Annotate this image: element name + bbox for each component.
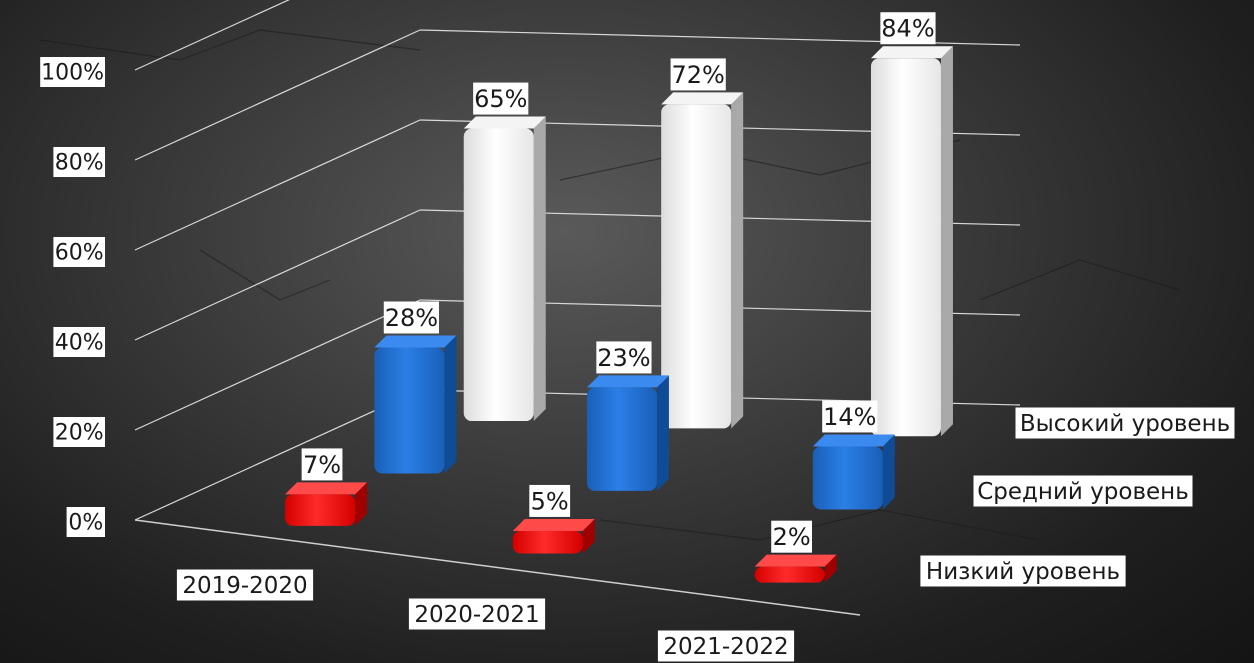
svg-text:60%: 60% — [55, 241, 104, 266]
data-label-2-2: 2% — [771, 520, 813, 553]
category-label-2: 2021-2022 — [657, 630, 795, 662]
grid-line-left-5 — [134, 0, 290, 71]
x-axis-line — [134, 519, 861, 616]
svg-text:84%: 84% — [881, 15, 934, 43]
labels: 0% 20% 40% 60% 80% 100% 65% 72% 84% 28% 23% 14% 7% 5%… — [40, 12, 1235, 662]
y-tick-label-0: 0% — [66, 507, 105, 537]
y-tick-label-3: 60% — [53, 237, 105, 267]
svg-text:72%: 72% — [672, 61, 725, 89]
svg-text:100%: 100% — [41, 61, 104, 86]
series-label-1: Средний уровень — [973, 475, 1193, 507]
grid-line-left-4 — [134, 29, 421, 161]
svg-text:2%: 2% — [773, 523, 811, 551]
data-label-0-2: 84% — [880, 12, 936, 45]
y-tick-label-1: 20% — [53, 417, 105, 447]
svg-text:40%: 40% — [55, 331, 104, 356]
data-label-2-1: 5% — [529, 484, 571, 517]
grid-line-left-3 — [134, 119, 421, 251]
y-tick-label-2: 40% — [53, 327, 105, 357]
series-label-2: Низкий уровень — [920, 555, 1126, 587]
svg-text:28%: 28% — [385, 304, 438, 332]
svg-text:5%: 5% — [531, 487, 569, 515]
bar-2-2 — [754, 554, 837, 583]
data-label-1-2: 14% — [822, 400, 878, 433]
grid-line-left-2 — [134, 209, 421, 341]
svg-text:Средний уровень: Средний уровень — [977, 479, 1189, 505]
svg-text:2019-2020: 2019-2020 — [182, 573, 307, 599]
data-label-1-1: 23% — [596, 341, 652, 374]
category-label-1: 2020-2021 — [408, 598, 546, 630]
bar-2-0 — [285, 482, 368, 526]
bar-0-2 — [870, 46, 953, 437]
bar-1-1 — [586, 375, 669, 491]
data-label-0-1: 72% — [670, 58, 726, 91]
y-tick-label-4: 80% — [53, 147, 105, 177]
svg-text:7%: 7% — [303, 451, 341, 479]
data-label-1-0: 28% — [383, 301, 439, 334]
svg-text:20%: 20% — [55, 421, 104, 446]
svg-text:0%: 0% — [68, 511, 103, 536]
svg-text:2021-2022: 2021-2022 — [663, 634, 788, 660]
grid-line-left-1 — [134, 299, 421, 431]
data-label-2-0: 7% — [301, 448, 343, 481]
grid-line-left-0 — [134, 389, 421, 521]
y-tick-label-5: 100% — [40, 57, 106, 87]
bar-2-1 — [512, 518, 595, 554]
data-label-0-0: 65% — [473, 82, 529, 115]
svg-text:65%: 65% — [474, 85, 527, 113]
bars — [285, 46, 953, 583]
svg-text:80%: 80% — [55, 151, 104, 176]
bar-0-1 — [661, 92, 744, 429]
svg-text:14%: 14% — [823, 403, 876, 431]
svg-text:23%: 23% — [597, 344, 650, 372]
bar-1-2 — [812, 434, 895, 510]
svg-text:Низкий уровень: Низкий уровень — [926, 559, 1120, 585]
series-label-0: Высокий уровень — [1015, 407, 1235, 439]
bar-0-0 — [463, 116, 546, 422]
bar-1-0 — [374, 335, 457, 474]
svg-text:Высокий уровень: Высокий уровень — [1020, 411, 1230, 437]
svg-text:2020-2021: 2020-2021 — [414, 602, 539, 628]
category-label-0: 2019-2020 — [176, 569, 314, 601]
